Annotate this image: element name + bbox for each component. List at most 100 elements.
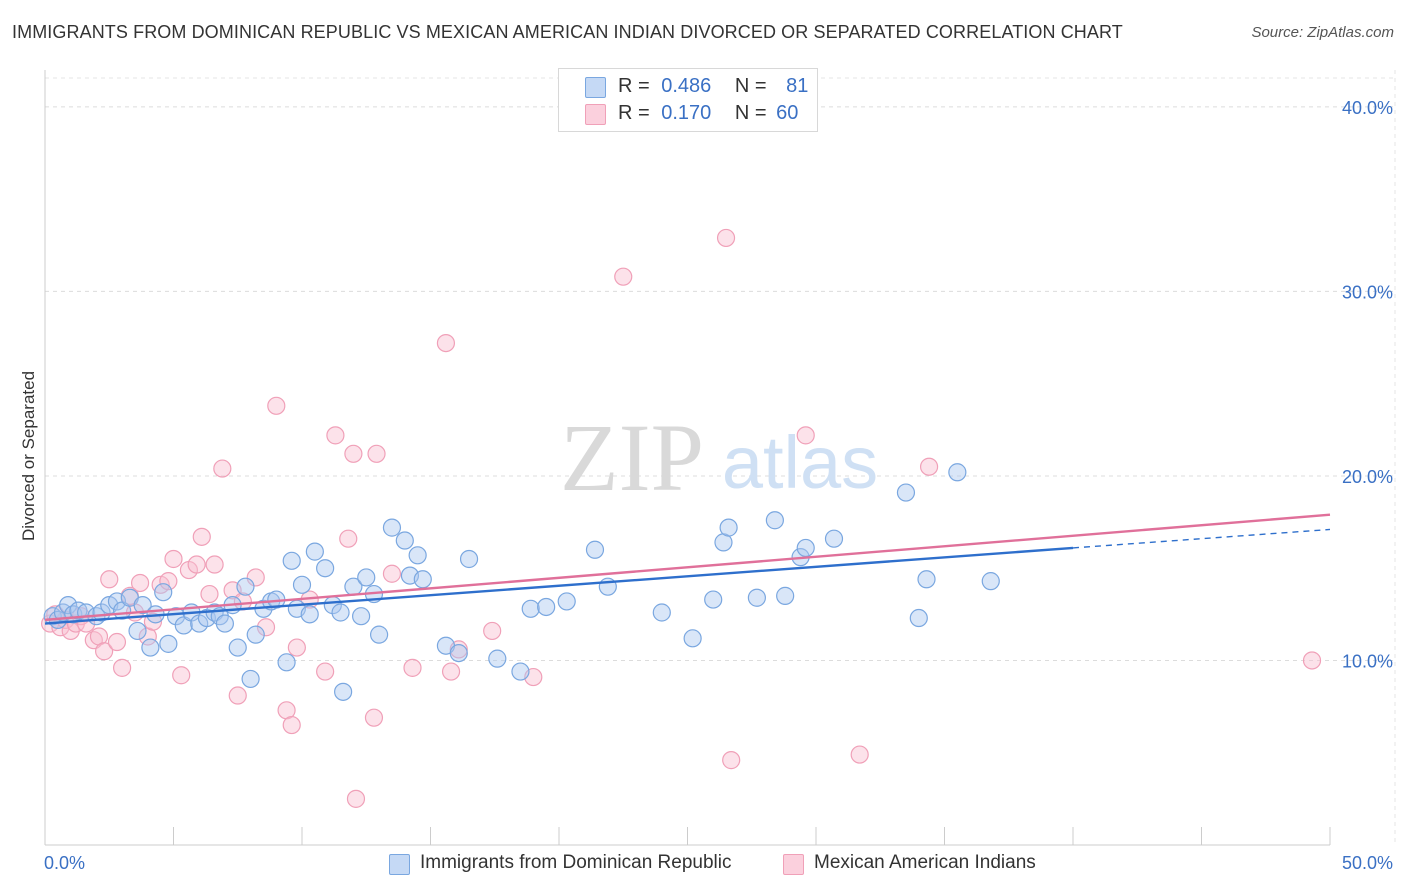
bottom-legend-label: Mexican American Indians [814, 852, 1036, 873]
data-point-mexican-american-indians [382, 564, 402, 583]
data-point-mexican-american-indians [228, 686, 247, 705]
data-point-mexican-american-indians [796, 426, 815, 445]
x-tick-label-max: 50.0% [1342, 853, 1393, 873]
data-point-dominican-republic [537, 597, 556, 617]
trend-lines [44, 513, 1331, 625]
data-point-mexican-american-indians [267, 396, 286, 415]
tick-labels: 10.0% 20.0% 30.0% 40.0% 0.0% 50.0% [44, 98, 1393, 873]
data-point-mexican-american-indians [1302, 651, 1322, 670]
data-point-mexican-american-indians [722, 751, 741, 770]
legend-r-label: R = [618, 102, 650, 124]
legend-r-label: R = [618, 75, 650, 97]
data-point-dominican-republic [521, 599, 540, 618]
data-point-mexican-american-indians [200, 584, 219, 604]
data-point-dominican-republic [352, 607, 371, 626]
data-point-mexican-american-indians [246, 568, 265, 587]
legend-n-value: 81 [786, 75, 809, 97]
data-point-mexican-american-indians [483, 621, 502, 641]
data-point-mexican-american-indians [213, 459, 232, 478]
data-point-mexican-american-indians [287, 638, 306, 657]
data-point-mexican-american-indians [403, 658, 422, 677]
bottom-legend-swatch-pink [783, 854, 804, 875]
data-point-mexican-american-indians [192, 527, 211, 546]
y-axis-label: Divorced or Separated [19, 371, 38, 541]
data-point-dominican-republic [282, 551, 301, 570]
data-point-dominican-republic [765, 511, 784, 530]
data-point-dominican-republic [459, 549, 479, 569]
data-point-dominican-republic [228, 638, 247, 657]
data-point-dominican-republic [449, 643, 468, 663]
watermark-zip: ZIP [560, 404, 704, 511]
watermark: ZIP atlas [560, 404, 878, 511]
data-point-dominican-republic [704, 590, 723, 609]
data-point-dominican-republic [747, 588, 766, 607]
data-point-mexican-american-indians [346, 789, 366, 808]
data-point-dominican-republic [683, 629, 702, 648]
data-point-dominican-republic [413, 570, 432, 589]
data-point-dominican-republic [277, 653, 296, 672]
axes [44, 70, 1331, 846]
data-point-mexican-american-indians [367, 444, 386, 463]
data-point-dominican-republic [557, 592, 576, 611]
chart-title: IMMIGRANTS FROM DOMINICAN REPUBLIC VS ME… [12, 22, 1123, 42]
y-tick-label: 20.0% [1342, 467, 1393, 487]
data-point-mexican-american-indians [205, 555, 224, 574]
legend-r-value: 0.170 [661, 102, 712, 124]
data-point-mexican-american-indians [164, 549, 183, 569]
data-point-dominican-republic [370, 625, 389, 644]
y-tick-label: 40.0% [1342, 98, 1393, 118]
data-point-mexican-american-indians [256, 618, 276, 637]
legend-swatch-blue [585, 77, 606, 98]
data-point-mexican-american-indians [716, 228, 736, 248]
series-dominican-republic-points [43, 463, 1000, 701]
data-point-mexican-american-indians [100, 570, 119, 589]
legend-box: R = 0.486 N = 81 R = 0.170 N = 60 [558, 68, 818, 132]
data-point-dominican-republic [241, 669, 260, 689]
data-point-dominican-republic [331, 603, 350, 622]
legend-n-value: 60 [776, 102, 799, 124]
data-point-mexican-american-indians [339, 529, 358, 548]
bottom-legend-label: Immigrants from Dominican Republic [420, 852, 732, 873]
y-tick-label: 30.0% [1342, 282, 1393, 302]
data-point-mexican-american-indians [614, 267, 633, 286]
data-point-mexican-american-indians [441, 662, 461, 681]
data-point-mexican-american-indians [159, 572, 178, 591]
data-point-dominican-republic [917, 570, 936, 589]
legend-n-label: N = [734, 102, 767, 124]
legend-swatch-pink [585, 104, 606, 125]
legend-n-label: N = [734, 75, 767, 97]
data-point-dominican-republic [154, 583, 173, 602]
data-point-mexican-american-indians [850, 745, 869, 764]
data-point-mexican-american-indians [919, 457, 939, 476]
legend-r-value: 0.486 [661, 75, 712, 97]
data-point-dominican-republic [357, 568, 376, 587]
data-point-mexican-american-indians [95, 642, 114, 661]
data-point-dominican-republic [159, 634, 178, 653]
data-point-dominican-republic [334, 682, 353, 701]
data-point-dominican-republic [585, 540, 605, 559]
data-point-dominican-republic [382, 518, 402, 537]
data-point-dominican-republic [236, 577, 255, 596]
data-point-dominican-republic [948, 463, 967, 482]
data-point-dominican-republic [511, 662, 530, 681]
data-point-mexican-american-indians [172, 666, 191, 685]
data-point-mexican-american-indians [187, 555, 206, 574]
data-point-dominican-republic [395, 531, 414, 550]
data-point-mexican-american-indians [143, 612, 163, 631]
data-point-dominican-republic [776, 586, 795, 605]
data-point-dominican-republic [488, 649, 507, 668]
data-point-dominican-republic [292, 575, 312, 594]
trend-line-mexican-american-indians [44, 513, 1331, 622]
data-point-mexican-american-indians [316, 662, 335, 681]
data-point-mexican-american-indians [130, 573, 150, 593]
data-point-dominican-republic [981, 572, 1000, 591]
data-point-mexican-american-indians [107, 632, 127, 652]
data-point-dominican-republic [128, 621, 147, 641]
data-point-dominican-republic [909, 608, 928, 628]
data-point-dominican-republic [300, 605, 319, 624]
data-point-dominican-republic [305, 542, 324, 561]
y-tick-label: 10.0% [1342, 651, 1393, 671]
data-point-mexican-american-indians [282, 715, 301, 735]
data-point-dominican-republic [408, 546, 427, 565]
